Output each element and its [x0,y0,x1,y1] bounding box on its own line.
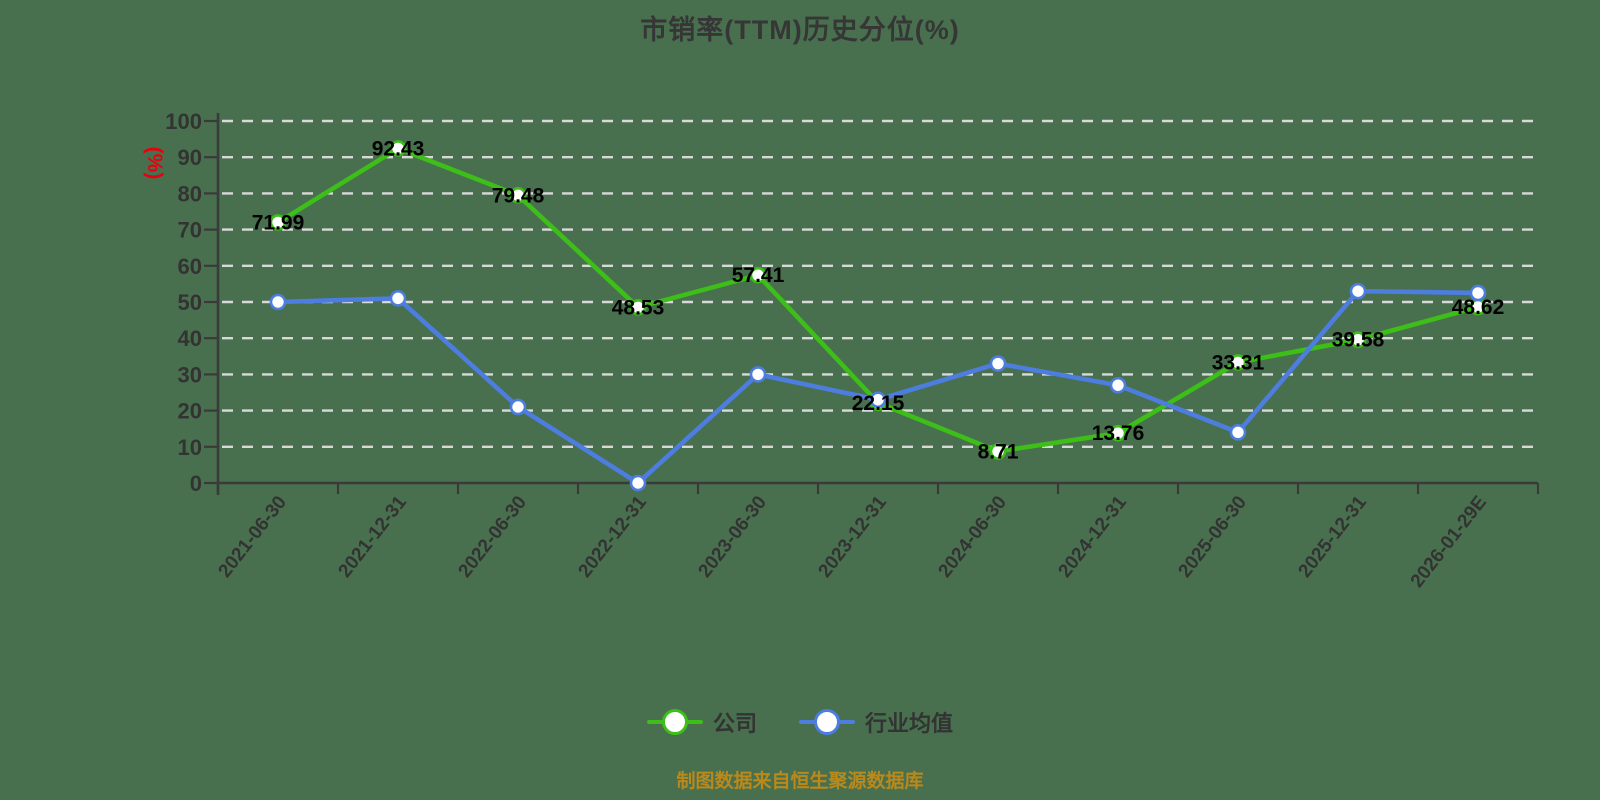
y-tick-label: 80 [178,181,202,206]
legend-line-industry-icon [799,709,855,735]
y-tick-label: 60 [178,254,202,279]
data-point-0-0[interactable] [269,214,287,231]
data-source-note: 制图数据来自恒生聚源数据库 [676,771,924,792]
data-point-1-2[interactable] [509,398,527,416]
x-tick-label: 2023-06-30 [695,492,771,582]
y-tick-label: 30 [178,362,202,387]
data-point-1-5[interactable] [869,391,887,409]
data-point-label: 22.15 [852,392,905,415]
data-point-label: 8.71 [978,440,1019,463]
legend-line-company-icon [646,709,703,735]
data-point-label: 79.48 [492,184,545,207]
series-line-1 [275,288,1481,486]
x-tick-label: 2021-06-30 [215,492,291,582]
data-point-0-7[interactable] [1109,424,1127,442]
data-point-1-7[interactable] [1109,376,1127,394]
x-tick-label: 2025-12-31 [1295,492,1372,582]
data-point-label: 57.41 [732,264,785,287]
data-point-0-2[interactable] [509,186,527,204]
x-tick-label: 2022-12-31 [575,492,652,582]
legend-item-company[interactable]: 公司 [646,706,757,738]
data-point-label: 39.58 [1332,329,1385,352]
chart-title: 市销率(TTM)历史分位(%) [640,15,960,45]
data-point-0-4[interactable] [749,266,767,284]
data-point-1-10[interactable] [1469,284,1487,302]
data-point-label: 33.31 [1212,351,1265,374]
x-tick-label: 2023-12-31 [815,492,892,582]
data-point-label: 13.76 [1092,422,1145,445]
legend-label-company: 公司 [712,711,757,736]
data-point-1-3[interactable] [629,474,647,492]
y-tick-label: 100 [165,109,202,134]
data-point-0-3[interactable] [629,299,647,316]
y-tick-label: 50 [178,290,202,315]
data-point-label: 71.99 [252,211,305,234]
y-tick-label: 40 [178,326,202,351]
data-point-1-1[interactable] [389,290,407,307]
data-point-0-9[interactable] [1349,331,1367,349]
y-tick-label: 0 [190,471,202,496]
data-point-label: 48.53 [612,296,665,319]
x-tick-label: 2021-12-31 [335,492,412,582]
data-point-0-1[interactable] [389,140,407,157]
y-tick-label: 70 [178,218,202,243]
data-point-1-4[interactable] [749,366,767,383]
y-tick-label: 20 [178,399,202,424]
data-point-1-0[interactable] [269,293,287,311]
x-tick-label: 2025-06-30 [1175,492,1251,582]
x-tick-label: 2024-12-31 [1055,492,1132,582]
x-tick-label: 2024-06-30 [935,492,1011,582]
y-tick-label: 10 [178,435,202,460]
legend-item-industry-average[interactable]: 行业均值 [799,706,953,738]
data-point-label: 92.43 [372,137,425,160]
y-tick-label: 90 [178,145,202,170]
data-point-1-6[interactable] [989,355,1007,372]
data-point-0-8[interactable] [1229,354,1247,371]
chart-legend: 公司 行业均值 [0,706,1600,738]
data-point-1-8[interactable] [1229,424,1247,441]
data-point-label: 48.62 [1452,296,1505,319]
x-tick-label: 2026-01-29E [1407,492,1491,592]
legend-dot-industry-icon [814,709,840,735]
data-point-1-9[interactable] [1349,282,1367,300]
legend-label-industry-average: 行业均值 [865,711,954,736]
data-point-0-6[interactable] [989,443,1007,460]
x-tick-label: 2022-06-30 [455,492,531,582]
legend-dot-company-icon [661,709,688,735]
